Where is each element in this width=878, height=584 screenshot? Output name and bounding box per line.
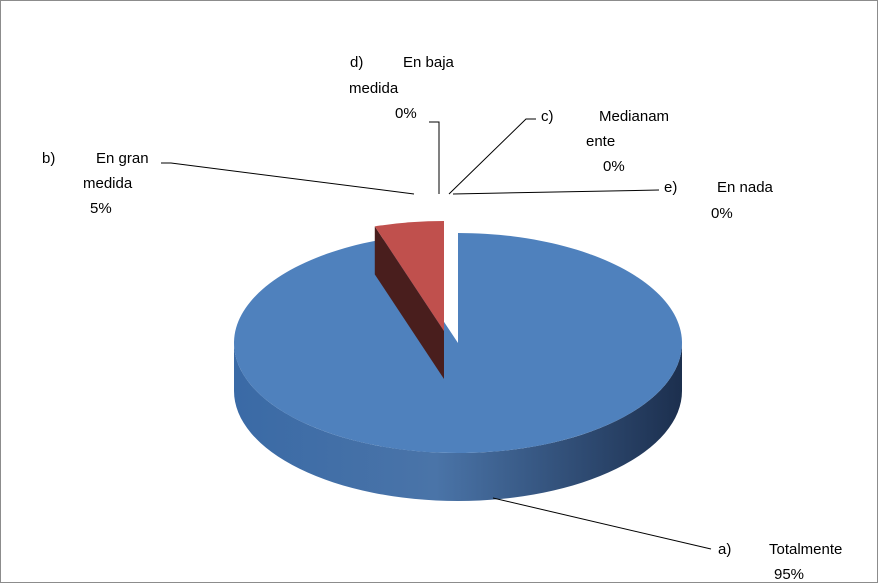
slice-a-top <box>234 233 683 453</box>
callout-e-percent: 0% <box>711 205 733 222</box>
callout-d-label-line1: En baja <box>403 54 454 71</box>
callout-a-percent: 95% <box>774 566 805 583</box>
callout-d-letter: d) <box>350 54 364 71</box>
callout-e-label: En nada <box>717 179 773 196</box>
callout-c-percent: 0% <box>603 158 625 175</box>
leader-e <box>452 189 660 195</box>
callout-b-label-line2: medida <box>83 175 133 192</box>
callout-b-label-line1: En gran <box>96 150 149 167</box>
callout-b-letter: b) <box>42 150 56 167</box>
leader-d <box>429 121 440 194</box>
callout-c-label-line2: ente <box>586 133 616 150</box>
callout-d-percent: 0% <box>395 105 417 122</box>
leader-a <box>492 497 712 550</box>
callout-e-letter: e) <box>664 179 678 196</box>
callout-b-percent: 5% <box>90 200 112 217</box>
slice-b-wall <box>374 226 444 379</box>
callout-d-label-line2: medida <box>349 80 399 97</box>
callout-a-label: Totalmente <box>769 541 843 558</box>
callout-c-letter: c) <box>541 108 554 125</box>
leader-c <box>448 118 536 195</box>
leader-b <box>161 162 415 195</box>
callout-a-letter: a) <box>718 541 732 558</box>
slice-b-top <box>374 221 444 331</box>
callout-c-label-line1: Medianam <box>599 108 670 125</box>
slice-a-side <box>234 343 682 501</box>
